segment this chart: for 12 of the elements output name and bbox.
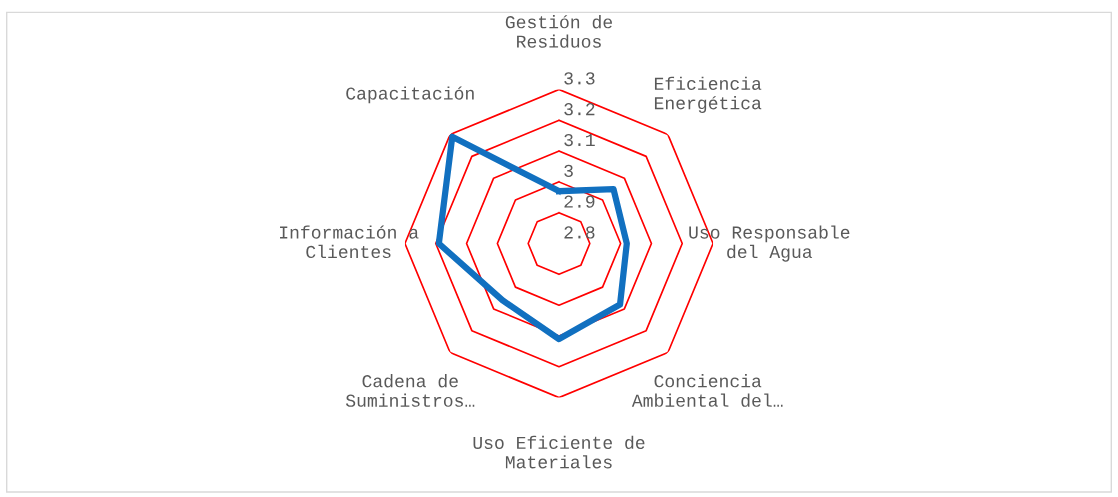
spoke-label: Gestión de Residuos	[505, 15, 612, 48]
spoke-label: Uso Eficiente de Materiales	[473, 435, 645, 469]
spoke-label: Información a Clientes	[280, 225, 419, 259]
spoke-label: Capacitación	[346, 86, 474, 104]
y-tick-label: 3.3	[564, 72, 595, 85]
spoke-label: Conciencia Ambiental del…	[631, 374, 783, 407]
y-tick-label: 2.9	[564, 195, 595, 208]
spoke-label: Cadena de Suministros…	[345, 374, 475, 407]
y-tick-label: 3.1	[564, 133, 595, 147]
y-tick-label: 3	[564, 164, 573, 177]
y-tick-label: 3.2	[564, 103, 595, 116]
spoke-label: Eficiencia Energética	[654, 76, 762, 113]
